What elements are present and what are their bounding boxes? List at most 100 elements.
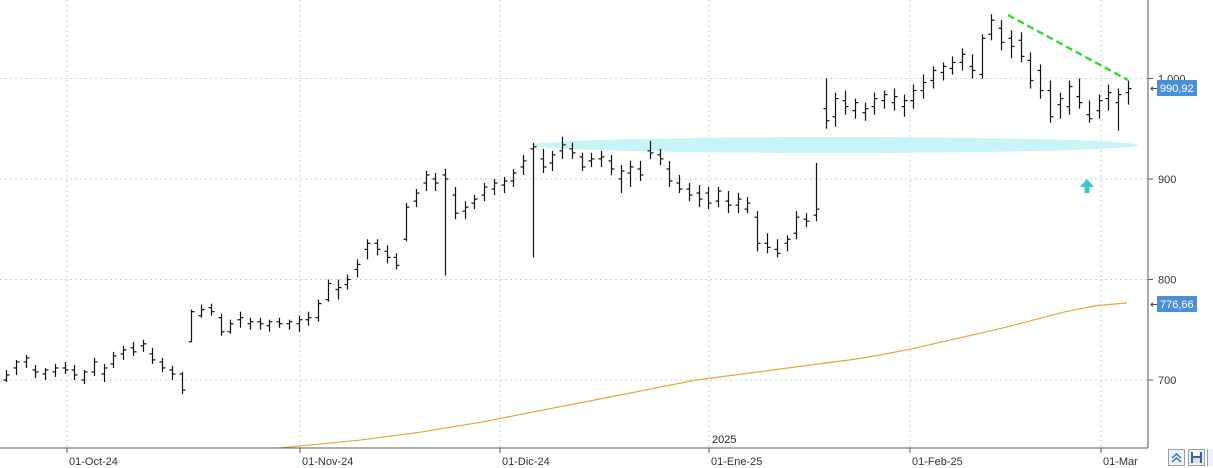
- ohlc-bar: [744, 197, 751, 214]
- ohlc-bar: [969, 54, 976, 79]
- y-tick-label: 900: [1158, 174, 1176, 186]
- ohlc-bar: [910, 84, 917, 109]
- ohlc-bar: [1057, 92, 1064, 119]
- save-button[interactable]: [1188, 449, 1205, 466]
- ohlc-bar: [559, 136, 566, 159]
- ohlc-bar: [784, 235, 791, 252]
- ohlc-bar: [266, 319, 273, 332]
- ohlc-bar: [149, 347, 156, 364]
- ohlc-bar: [91, 357, 98, 376]
- ohlc-bar: [335, 279, 342, 300]
- ohlc-bar: [735, 193, 742, 214]
- ohlc-bar: [764, 233, 771, 254]
- ohlc-bar: [1066, 80, 1073, 115]
- ohlc-bar: [325, 279, 332, 302]
- x-axis-ticks: 01-Oct-24 01-Nov-24 01-Dic-24 01-Ene-25 01-F…: [66, 448, 1138, 468]
- ohlc-bar: [920, 74, 927, 99]
- ohlc-bar: [852, 98, 859, 119]
- ohlc-bar: [1096, 94, 1103, 119]
- moving-average-value: 776,66: [1160, 299, 1194, 311]
- ohlc-bar: [237, 311, 244, 328]
- ohlc-bar: [637, 160, 644, 182]
- ohlc-bar: [959, 48, 966, 71]
- ohlc-bar: [442, 168, 449, 276]
- ohlc-bar: [3, 369, 10, 383]
- ohlc-bar: [462, 201, 469, 220]
- ohlc-bar: [432, 172, 439, 192]
- ohlc-bar: [549, 150, 556, 171]
- ohlc-bar: [1008, 30, 1015, 59]
- moving-average-tag: ← 776,66: [1150, 296, 1197, 312]
- ohlc-bar: [286, 319, 293, 330]
- ohlc-bar: [979, 34, 986, 79]
- x-tick-label: 01-Dic-24: [502, 456, 550, 468]
- ohlc-bar: [930, 66, 937, 89]
- ohlc-bar: [23, 354, 30, 368]
- ohlc-bar: [384, 245, 391, 264]
- ohlc-bar: [52, 363, 59, 377]
- x-tick-label: 01-Mar: [1103, 456, 1138, 468]
- ohlc-bar: [803, 213, 810, 228]
- ohlc-bar: [608, 154, 615, 175]
- ohlc-bar: [1105, 84, 1112, 111]
- ohlc-bar: [315, 299, 322, 322]
- x-tick-label: 01-Oct-24: [69, 456, 118, 468]
- ohlc-bar: [998, 20, 1005, 51]
- toolbar-overflow[interactable]: [1207, 449, 1213, 466]
- ohlc-bar: [1115, 88, 1122, 131]
- last-price-value: 990,92: [1160, 83, 1194, 95]
- ohlc-bar: [657, 148, 664, 165]
- ohlc-bar: [1086, 100, 1093, 123]
- ohlc-bar: [188, 309, 195, 343]
- ohlc-bar: [62, 361, 69, 374]
- ohlc-bar: [218, 313, 225, 336]
- ohlc-bar: [227, 319, 234, 334]
- ohlc-bar: [42, 367, 49, 380]
- ohlc-bar: [530, 142, 537, 258]
- ohlc-bar: [862, 102, 869, 121]
- ohlc-bar: [501, 176, 508, 194]
- ohlc-bar: [1076, 78, 1083, 109]
- ohlc-bar: [71, 364, 78, 380]
- ohlc-bar: [101, 363, 108, 383]
- last-price-tag: ← 990,92: [1150, 80, 1197, 96]
- ohlc-bar: [666, 160, 673, 188]
- ohlc-bar: [423, 170, 430, 192]
- ohlc-bar: [1047, 80, 1054, 123]
- ohlc-bar: [510, 168, 517, 188]
- ohlc-bar: [179, 371, 186, 395]
- ohlc-bar: [715, 187, 722, 208]
- ohlc-bar: [676, 174, 683, 194]
- ohlc-bar: [627, 160, 634, 188]
- zoom-fit-button[interactable]: [1168, 449, 1185, 466]
- ohlc-bar: [754, 211, 761, 252]
- ohlc-bar: [491, 179, 498, 196]
- y-tick-label: 700: [1158, 375, 1176, 387]
- ohlc-bar: [696, 185, 703, 208]
- x-tick-label: 01-Nov-24: [302, 456, 353, 468]
- gridlines: [0, 0, 1148, 448]
- ohlc-bar: [208, 303, 215, 316]
- ohlc-bar: [949, 56, 956, 75]
- ohlc-bar: [452, 187, 459, 220]
- ohlc-bar: [471, 195, 478, 210]
- ohlc-bar: [296, 315, 303, 332]
- ohlc-bar: [1018, 32, 1025, 63]
- ohlc-bar: [569, 142, 576, 159]
- ohlc-bar: [618, 164, 625, 194]
- ohlc-bar: [871, 92, 878, 115]
- ohlc-bar: [393, 253, 400, 270]
- ohlc-bar: [579, 152, 586, 171]
- ohlc-bar: [344, 274, 351, 290]
- ohlc-bar: [881, 90, 888, 109]
- ohlc-bar: [198, 304, 205, 318]
- ohlc-bar: [725, 191, 732, 214]
- ohlc-bar: [647, 140, 654, 159]
- ohlc-bar: [793, 211, 800, 240]
- ohlc-bar: [374, 239, 381, 256]
- ohlc-bar: [598, 150, 605, 167]
- ohlc-bar: [403, 203, 410, 242]
- ohlc-bar: [988, 14, 995, 41]
